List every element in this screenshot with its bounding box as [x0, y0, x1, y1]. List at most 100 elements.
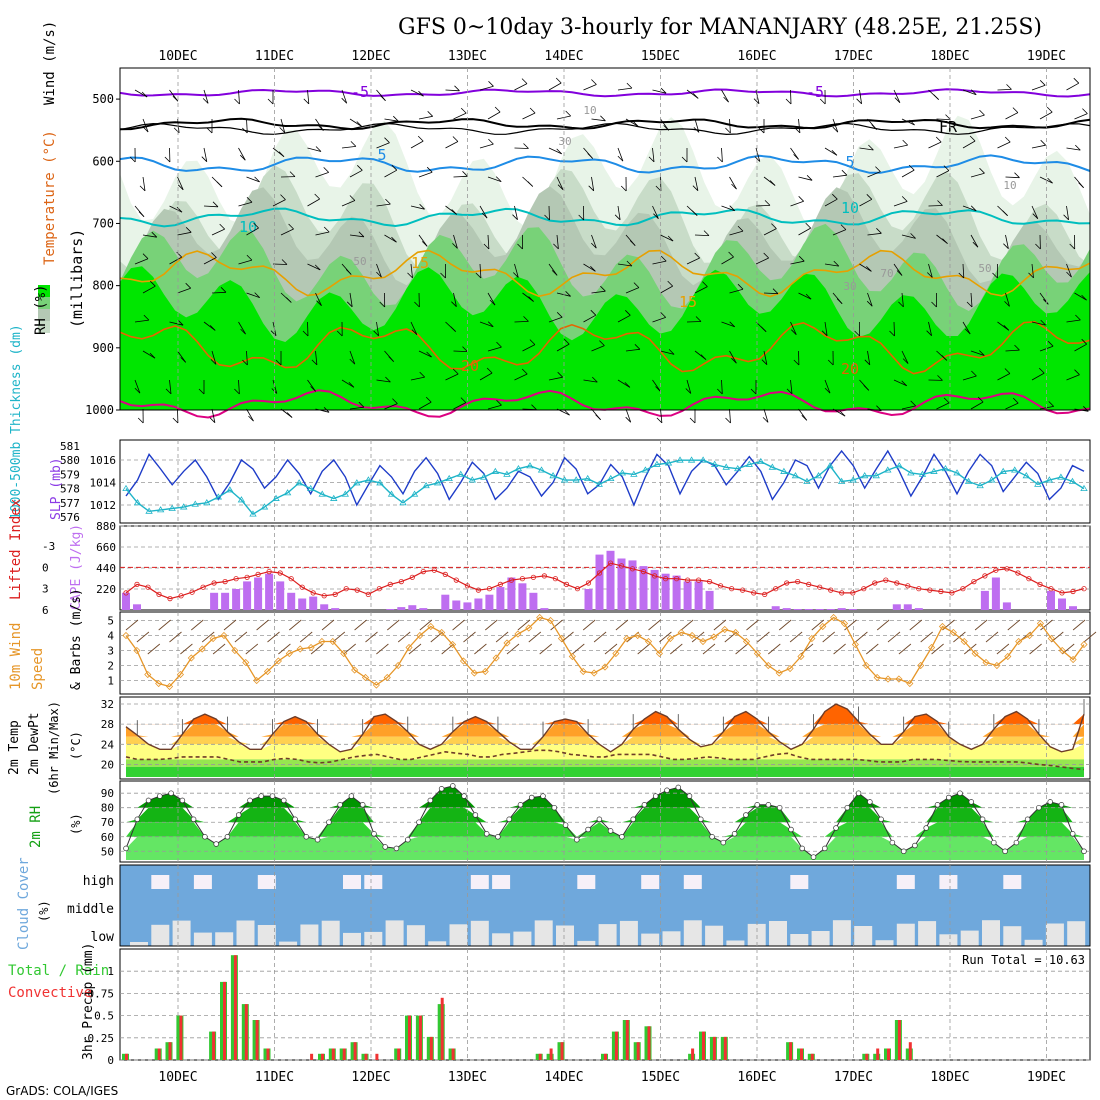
- wind-barb-flag: [234, 98, 240, 105]
- wind-barb: [299, 631, 313, 643]
- wind-barb-flag: [349, 195, 356, 201]
- wind-barb-flag: [600, 285, 606, 292]
- wind-marker: [655, 649, 663, 658]
- wind-marker: [285, 649, 293, 658]
- li-marker: [1026, 576, 1032, 582]
- wind-barb: [349, 169, 363, 178]
- precip-conv-bar: [876, 1048, 880, 1060]
- wind-barb-flag: [668, 349, 675, 355]
- temp-contour-15: [119, 249, 1091, 298]
- wind-barb: [272, 263, 288, 265]
- wind-barb: [1066, 147, 1081, 151]
- wind-marker: [307, 643, 315, 652]
- wind-barb: [755, 257, 769, 265]
- wind-barb-flag: [385, 376, 391, 383]
- rh2m-marker: [1013, 839, 1020, 846]
- rh-legend-swatch: [38, 297, 50, 309]
- wind-barb: [652, 260, 667, 265]
- cape-bar: [441, 594, 450, 610]
- wind-barb-flag: [971, 370, 977, 377]
- cloud-low-block: [172, 920, 191, 946]
- wind-barb-flag: [517, 243, 523, 250]
- wind-barb: [418, 350, 432, 358]
- wind-barb-flag: [667, 280, 673, 287]
- x-tick-label: 10DEC: [158, 1070, 197, 1085]
- li-marker: [387, 581, 393, 588]
- li-marker: [773, 586, 779, 592]
- thickness-marker: [318, 490, 326, 497]
- li-marker: [398, 578, 404, 585]
- precip-conv-bar: [723, 1036, 727, 1060]
- rh-legend-swatch: [38, 321, 50, 333]
- wind-barb-flag: [824, 387, 831, 394]
- wind-barb-flag: [529, 339, 536, 345]
- wind-barb: [893, 263, 903, 276]
- thickness-marker: [803, 477, 811, 484]
- wind-barb-flag: [177, 184, 184, 191]
- x-tick-label: 13DEC: [448, 1070, 487, 1085]
- precip-conv-bar: [168, 1042, 172, 1060]
- cape-bar: [672, 575, 681, 610]
- wind-barb: [487, 176, 502, 182]
- wind-barb: [514, 83, 528, 91]
- li-marker: [431, 567, 437, 573]
- thickness-marker: [433, 479, 442, 486]
- cape-bar: [276, 581, 285, 610]
- contour-label: 30: [843, 280, 856, 293]
- thickness-marker: [445, 474, 453, 482]
- rh2m-marker: [247, 797, 253, 804]
- wind-barb: [659, 631, 672, 643]
- wind-marker: [873, 673, 881, 682]
- cape-bar: [243, 581, 252, 610]
- thickness-marker: [180, 503, 188, 510]
- rh2m-marker: [1024, 816, 1031, 823]
- wind-barb: [686, 257, 700, 265]
- wind-barb-flag: [979, 350, 985, 356]
- li-marker: [651, 573, 658, 579]
- wind-barb-flag: [254, 292, 260, 298]
- y-tick-label-left: 578: [60, 483, 80, 496]
- thickness-line: [125, 459, 1085, 516]
- wind-barb-flag: [553, 243, 559, 250]
- wind-barb: [307, 147, 322, 152]
- wind-barb-flag: [488, 81, 494, 87]
- wind-barb: [256, 619, 269, 631]
- wind-barb: [315, 292, 322, 306]
- wind-barb-flag: [655, 185, 662, 192]
- wind-barb: [445, 141, 459, 149]
- cape-bar: [837, 608, 846, 610]
- wind-barb-flag: [253, 222, 259, 229]
- wind-barb: [441, 643, 454, 655]
- wind-barb: [272, 199, 286, 207]
- wind-barb: [746, 619, 759, 631]
- thickness-marker: [549, 472, 557, 479]
- li-marker: [167, 595, 173, 602]
- wind-barb: [1066, 319, 1081, 323]
- wind-barb: [539, 643, 552, 655]
- wind-barb-flag: [557, 184, 564, 190]
- cloud-low-block: [193, 932, 212, 946]
- precip-conv-bar: [625, 1020, 629, 1060]
- wind-barb-flag: [185, 282, 191, 289]
- wind-barb: [721, 147, 723, 163]
- wind-barb-flag: [761, 359, 768, 365]
- precip-conv-bar: [233, 955, 237, 1060]
- y-axis-label-convective: Convective: [8, 985, 92, 1001]
- wind-barb: [729, 176, 737, 190]
- li-marker: [728, 586, 735, 592]
- wind-barb: [893, 379, 907, 387]
- wind-barb: [617, 263, 632, 267]
- wind-barb-flag: [901, 380, 907, 387]
- thickness-marker: [1034, 480, 1042, 487]
- contour-label: 20: [461, 357, 479, 375]
- thickness-marker: [641, 466, 650, 473]
- rh2m-band: [126, 836, 1084, 860]
- li-marker: [894, 580, 900, 586]
- y-tick-label: 24: [101, 738, 115, 751]
- wind-barb: [134, 379, 141, 394]
- wind-barb: [832, 118, 839, 133]
- wind-barb: [397, 631, 411, 643]
- y-tick-label-left: 581: [60, 440, 80, 453]
- wind-barb-flag: [958, 272, 965, 279]
- cloud-low-block: [790, 934, 809, 946]
